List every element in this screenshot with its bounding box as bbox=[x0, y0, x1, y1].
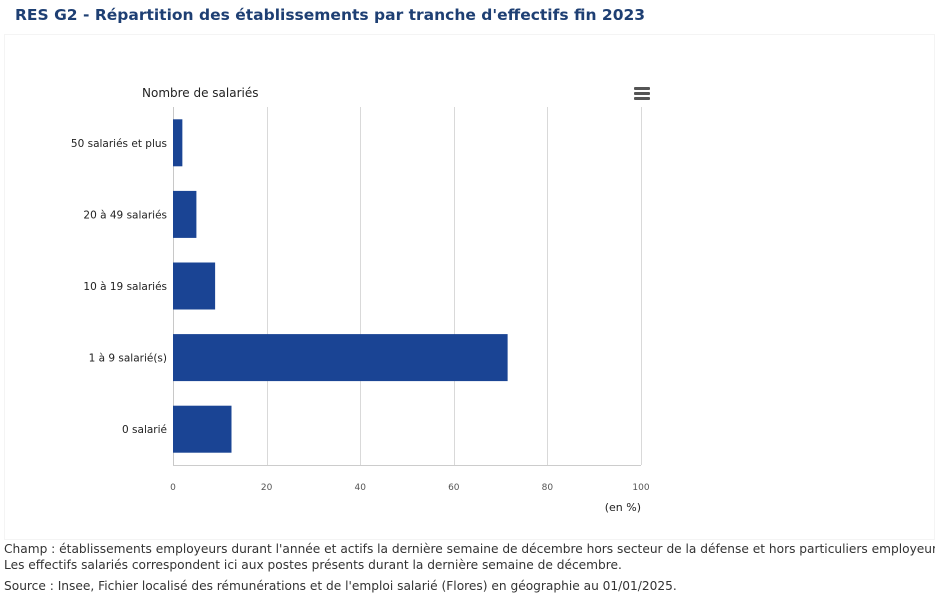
bar[interactable] bbox=[173, 334, 508, 382]
category-labels: 50 salariés et plus 20 à 49 salariés 10 à … bbox=[71, 138, 167, 436]
bar-chart: 50 salariés et plus 20 à 49 salariés 10 à … bbox=[71, 86, 650, 514]
note-champ: Champ : établissements employeurs durant… bbox=[4, 542, 935, 556]
note-source: Source : Insee, Fichier localisé des rém… bbox=[4, 579, 677, 593]
chart-menu-button[interactable] bbox=[633, 85, 651, 101]
bar[interactable] bbox=[173, 190, 197, 238]
x-tick-label: 40 bbox=[354, 483, 366, 493]
category-label: 50 salariés et plus bbox=[71, 138, 167, 150]
x-tick-label: 80 bbox=[542, 483, 554, 493]
hamburger-menu-icon bbox=[634, 87, 650, 90]
y-axis-title: Nombre de salariés bbox=[142, 86, 259, 100]
chart-notes: Champ : établissements employeurs durant… bbox=[4, 542, 935, 595]
bar[interactable] bbox=[173, 262, 216, 310]
x-tick-label: 20 bbox=[261, 483, 273, 493]
bar[interactable] bbox=[173, 405, 232, 453]
bars bbox=[173, 119, 508, 453]
gridlines bbox=[173, 107, 642, 466]
x-axis-unit: (en %) bbox=[605, 501, 641, 514]
category-label: 0 salarié bbox=[122, 424, 167, 436]
note-effectifs: Les effectifs salariés correspondent ici… bbox=[4, 557, 622, 572]
bar[interactable] bbox=[173, 119, 183, 167]
x-tick-label: 0 bbox=[170, 483, 176, 493]
x-tick-label: 100 bbox=[632, 483, 649, 493]
x-tick-labels: 0 20 40 60 80 100 bbox=[170, 483, 650, 493]
category-label: 20 à 49 salariés bbox=[83, 209, 167, 221]
page-title: RES G2 - Répartition des établissements … bbox=[15, 6, 646, 24]
x-tick-label: 60 bbox=[448, 483, 460, 493]
category-label: 1 à 9 salarié(s) bbox=[89, 353, 167, 365]
category-label: 10 à 19 salariés bbox=[83, 281, 167, 293]
